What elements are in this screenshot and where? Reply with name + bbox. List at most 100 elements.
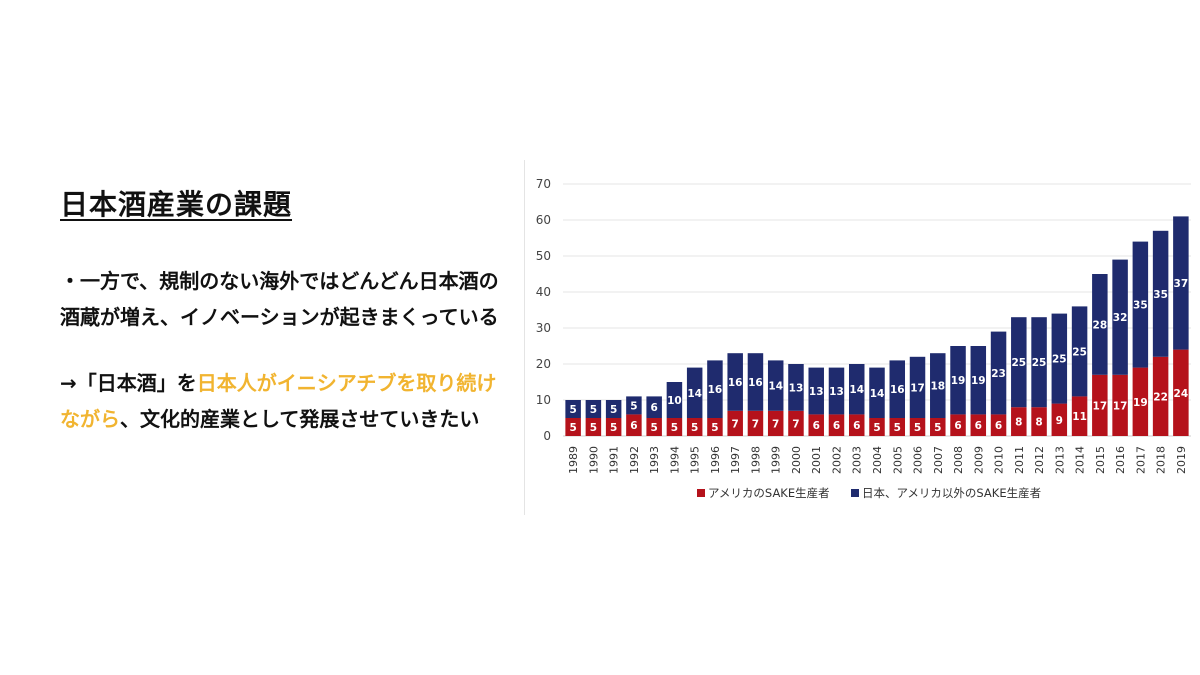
bar-segment xyxy=(930,418,946,436)
bar-segment xyxy=(808,414,824,436)
bar-segment xyxy=(828,414,845,436)
data-label: 14 xyxy=(870,388,885,400)
data-label: 17 xyxy=(1113,400,1128,412)
data-label: 24 xyxy=(1174,388,1189,400)
x-tick-label: 2011 xyxy=(1013,446,1026,474)
bar-segment xyxy=(869,418,885,436)
y-tick-label: 60 xyxy=(536,213,551,227)
data-label: 9 xyxy=(1056,415,1063,427)
bar-segment xyxy=(1051,403,1068,436)
paragraph-2-suffix: 、文化的産業として発展させていきたい xyxy=(120,407,480,431)
paragraph-2-highlight: 日本人がイニシアチブを取り続けながら xyxy=(60,371,497,431)
x-tick-label: 2010 xyxy=(993,446,1006,474)
bar-segment xyxy=(950,346,966,415)
bar-segment xyxy=(1132,367,1149,436)
data-label: 5 xyxy=(569,404,576,416)
data-label: 16 xyxy=(708,384,723,396)
data-label: 11 xyxy=(1072,411,1087,423)
bar-segment xyxy=(605,400,622,418)
data-label: 7 xyxy=(752,418,759,430)
x-tick-label: 1999 xyxy=(770,446,783,474)
data-label: 5 xyxy=(873,422,880,434)
data-label: 6 xyxy=(630,420,637,432)
bar-segment xyxy=(828,367,845,415)
data-label: 6 xyxy=(975,420,982,432)
data-label: 6 xyxy=(813,420,820,432)
bar-segment xyxy=(1092,274,1108,375)
x-tick-label: 1991 xyxy=(608,446,621,474)
bar-segment xyxy=(889,360,906,418)
paragraph-2: →「日本酒」を日本人がイニシアチブを取り続けながら、文化的産業として発展させてい… xyxy=(60,365,500,437)
bar-segment xyxy=(1051,313,1068,404)
bar-segment xyxy=(666,382,683,418)
paragraph-1: ・一方で、規制のない海外ではどんどん日本酒の酒蔵が増え、イノベーションが起きまく… xyxy=(60,269,499,329)
data-label: 37 xyxy=(1174,278,1189,290)
data-label: 5 xyxy=(671,422,678,434)
bar-segment xyxy=(1031,317,1047,408)
bar-segment xyxy=(909,418,926,436)
data-label: 13 xyxy=(829,386,844,398)
data-label: 17 xyxy=(910,382,925,394)
bar-segment xyxy=(950,414,966,436)
bar-segment xyxy=(767,410,784,436)
x-tick-label: 2005 xyxy=(891,446,904,474)
bar-segment xyxy=(727,410,743,436)
data-label: 6 xyxy=(833,420,840,432)
data-label: 22 xyxy=(1153,391,1168,403)
bar-segment xyxy=(808,367,824,415)
bar-segment xyxy=(626,414,642,436)
data-label: 5 xyxy=(610,404,617,416)
data-label: 7 xyxy=(772,418,779,430)
legend-swatch xyxy=(851,489,859,497)
bar-segment xyxy=(1132,241,1149,368)
x-tick-label: 1994 xyxy=(668,446,681,474)
bar-segment xyxy=(1031,407,1047,436)
y-tick-label: 70 xyxy=(536,177,551,191)
x-tick-label: 2016 xyxy=(1114,446,1127,474)
data-label: 16 xyxy=(748,377,763,389)
data-label: 35 xyxy=(1133,300,1148,312)
chart-container: 0 10 20 30 40 50 60 70 5 5 1989 5 5 1990 5 5 1991 6 5 1992 5… xyxy=(524,160,1200,515)
bar-segment xyxy=(889,418,906,436)
bar-segment xyxy=(1152,356,1169,436)
data-label: 25 xyxy=(1052,354,1067,366)
legend-label: 日本、アメリカ以外のSAKE生産者 xyxy=(862,486,1041,500)
data-label: 5 xyxy=(610,422,617,434)
data-label: 5 xyxy=(651,422,658,434)
bar-segment xyxy=(848,414,865,436)
bar-segment xyxy=(767,360,784,411)
x-tick-label: 2003 xyxy=(851,446,864,474)
data-label: 14 xyxy=(687,388,702,400)
bar-segment xyxy=(1152,230,1169,357)
x-tick-label: 2007 xyxy=(932,446,945,474)
x-tick-label: 1990 xyxy=(587,446,600,474)
bar-segment xyxy=(707,418,723,436)
data-label: 13 xyxy=(789,382,804,394)
x-tick-label: 1995 xyxy=(689,446,702,474)
data-label: 6 xyxy=(954,420,961,432)
data-label: 6 xyxy=(651,402,658,414)
bar-segment xyxy=(869,367,885,418)
x-tick-label: 2002 xyxy=(830,446,843,474)
x-tick-label: 2001 xyxy=(810,446,823,474)
data-label: 16 xyxy=(890,384,905,396)
x-tick-label: 1997 xyxy=(729,446,742,474)
bar-segment xyxy=(686,367,703,418)
data-label: 19 xyxy=(1133,397,1148,409)
data-label: 23 xyxy=(991,368,1006,380)
bar-segment xyxy=(707,360,723,418)
data-label: 28 xyxy=(1093,319,1108,331)
data-label: 32 xyxy=(1113,312,1128,324)
bar-segment xyxy=(970,414,987,436)
y-tick-label: 10 xyxy=(536,393,551,407)
sake-producers-chart: 0102030405060705519895519905519916519925… xyxy=(536,177,1191,500)
bar-segment xyxy=(990,331,1007,415)
x-tick-label: 2006 xyxy=(912,446,925,474)
bar-segment xyxy=(1011,317,1027,408)
data-label: 17 xyxy=(1093,400,1108,412)
bar-segment xyxy=(565,400,581,418)
bar-segment xyxy=(788,364,804,411)
x-tick-label: 2018 xyxy=(1155,446,1168,474)
bar-segment xyxy=(646,396,662,418)
data-label: 5 xyxy=(894,422,901,434)
